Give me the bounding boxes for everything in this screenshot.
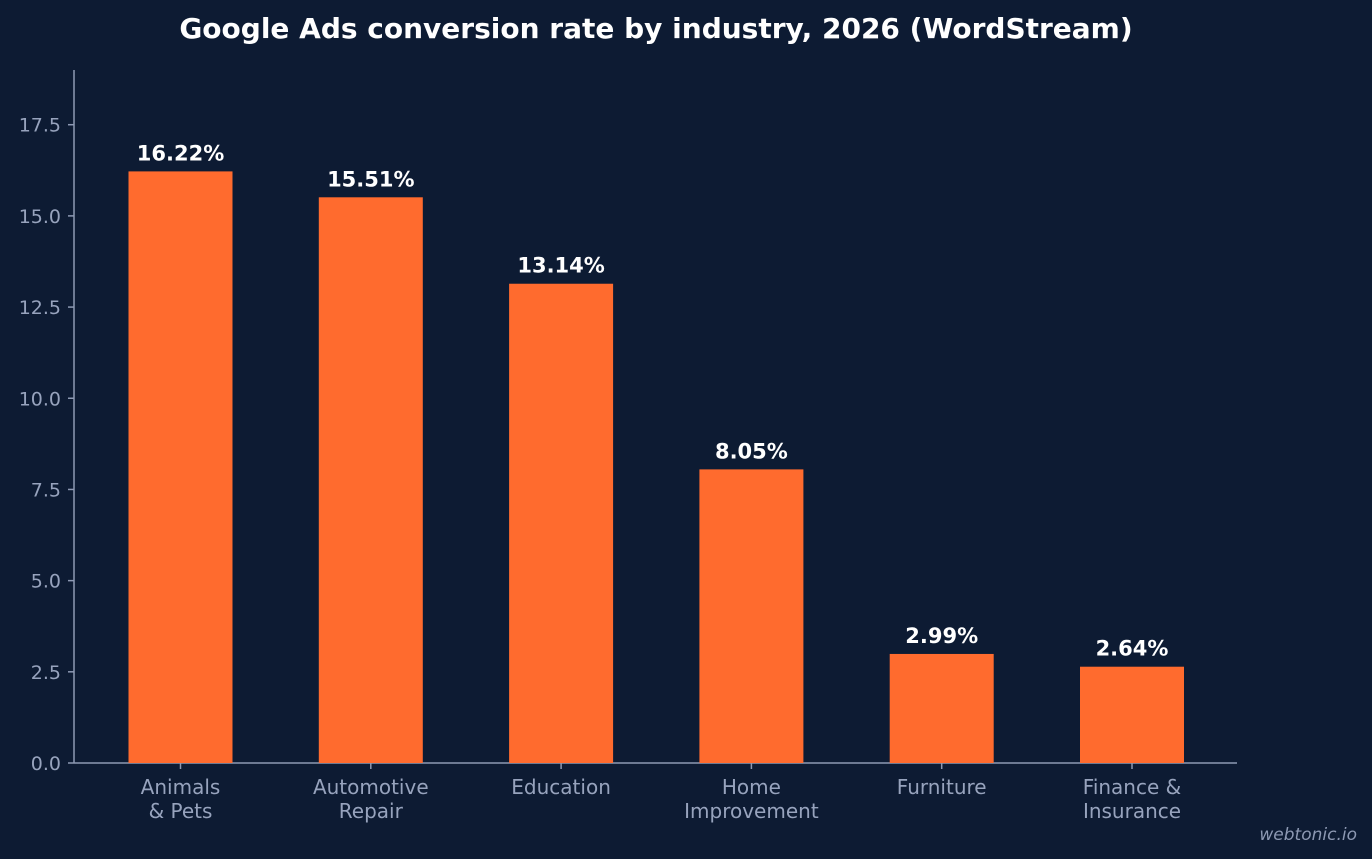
x-tick-label-line: Insurance: [1083, 799, 1181, 823]
bar: [509, 283, 614, 763]
y-tick-label: 17.5: [19, 115, 61, 137]
x-tick-label-line: & Pets: [149, 799, 213, 823]
x-tick-label: Animals & Pets: [141, 775, 221, 823]
y-tick-label: 12.5: [19, 297, 61, 319]
x-tick-label-line: Furniture: [897, 775, 987, 799]
y-tick-label: 10.0: [19, 388, 61, 410]
x-axis: Animals & Pets Automotive Repair Education Ho…: [74, 762, 1237, 823]
data-label: 2.64%: [1096, 637, 1169, 661]
data-label: 16.22%: [137, 141, 224, 165]
x-tick-label: Automotive Repair: [313, 775, 429, 823]
y-tick-label: 5.0: [31, 571, 61, 593]
x-tick-label-line: Repair: [339, 799, 404, 823]
x-tick-label: Home Improvement: [684, 775, 819, 823]
bar: [318, 197, 423, 763]
x-tick-label: Finance & Insurance: [1083, 775, 1181, 823]
x-tick-label-line: Automotive: [313, 775, 429, 799]
y-axis: 0.0 2.5 5.0 7.5 10.0 12.5 15.0 17.5: [19, 70, 75, 775]
y-tick-label: 15.0: [19, 206, 61, 228]
bar: [889, 653, 994, 763]
y-tick-label: 7.5: [31, 479, 61, 501]
x-tick-label-line: Animals: [141, 775, 221, 799]
watermark: webtonic.io: [1259, 825, 1357, 845]
x-tick-label-line: Improvement: [684, 799, 819, 823]
data-label: 15.51%: [327, 167, 414, 191]
x-tick-label: Furniture: [897, 775, 987, 799]
bar: [1080, 666, 1184, 763]
bars: [128, 171, 1184, 763]
x-tick-label-line: Finance &: [1083, 775, 1181, 799]
x-tick-label: Education: [511, 775, 611, 799]
data-label: 13.14%: [517, 254, 604, 278]
data-labels: 16.22% 15.51% 13.14% 8.05% 2.99% 2.64%: [137, 141, 1169, 660]
y-tick-label: 2.5: [31, 662, 61, 684]
x-tick-label-line: Education: [511, 775, 611, 799]
bar: [699, 469, 804, 763]
chart-title: Google Ads conversion rate by industry, …: [179, 12, 1132, 45]
y-tick-label: 0.0: [31, 753, 61, 775]
x-tick-label-line: Home: [722, 775, 781, 799]
data-label: 8.05%: [715, 439, 788, 463]
data-label: 2.99%: [905, 624, 978, 648]
bar: [128, 171, 233, 763]
